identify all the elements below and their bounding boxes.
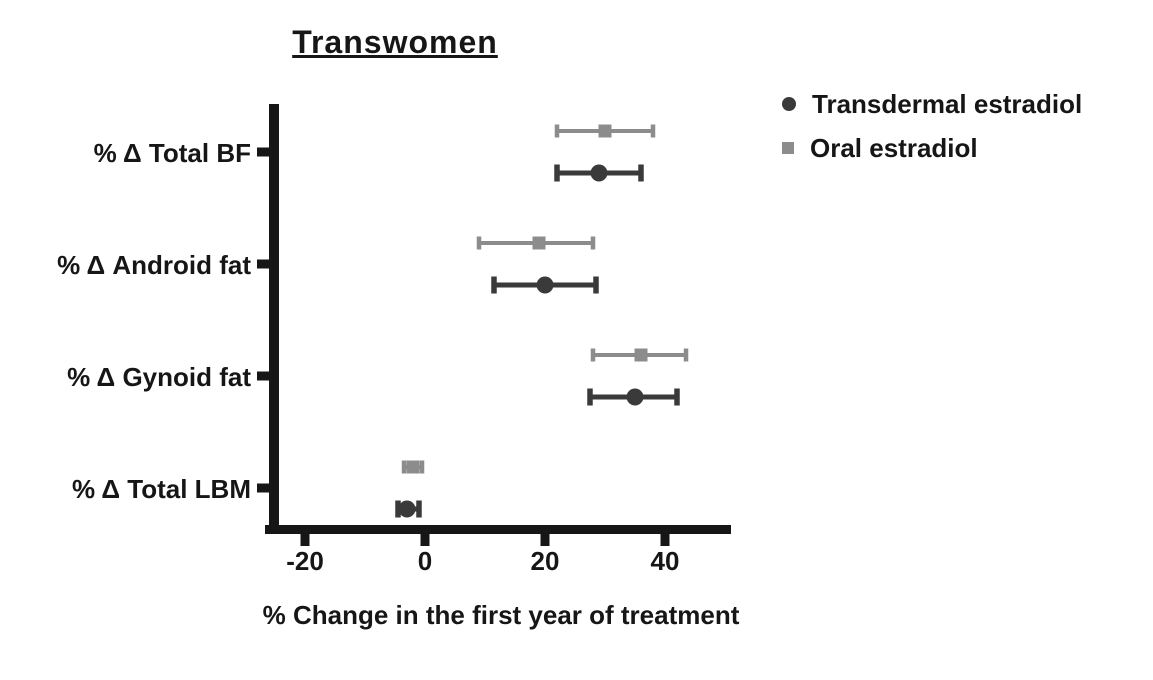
legend: Transdermal estradiol Oral estradiol (782, 89, 1082, 177)
data-point-square (598, 124, 612, 138)
data-point-square (532, 236, 546, 250)
legend-label-oral-estradiol: Oral estradiol (810, 132, 978, 163)
error-bar-cap-high (416, 500, 422, 518)
error-bar-cap-low (476, 236, 482, 250)
error-bar-cap-high (638, 164, 644, 182)
error-bar-cap-high (590, 236, 596, 250)
error-bar-cap-low (401, 460, 407, 474)
legend-item-oral-estradiol: Oral estradiol (782, 133, 1082, 163)
x-axis-label: % Change in the first year of treatment (262, 600, 740, 630)
error-bar-cap-low (491, 276, 497, 294)
x-tick-label: 0 (418, 546, 432, 576)
data-point-circle (626, 388, 644, 406)
y-category-label: % Δ Total BF (94, 138, 251, 168)
error-bar-cap-high (650, 124, 656, 138)
error-bar-cap-high (419, 460, 425, 474)
y-tick (257, 483, 269, 493)
data-point-circle (590, 164, 608, 182)
x-tick (660, 534, 670, 546)
legend-item-transdermal-estradiol: Transdermal estradiol (782, 89, 1082, 119)
legend-label-transdermal-estradiol: Transdermal estradiol (812, 88, 1083, 119)
y-tick (257, 259, 269, 269)
error-bar-cap-low (554, 164, 560, 182)
data-point-square (634, 348, 648, 362)
error-bar-cap-low (554, 124, 560, 138)
square-marker-icon (782, 142, 794, 154)
data-point-circle (398, 500, 416, 518)
data-point-square (406, 460, 420, 474)
y-axis (269, 104, 279, 534)
x-tick-label: 20 (531, 546, 560, 576)
error-bar-cap-high (593, 276, 599, 294)
chart-title: Transwomen (292, 24, 498, 60)
y-category-label: % Δ Gynoid fat (67, 362, 251, 392)
y-tick (257, 147, 269, 157)
y-category-label: % Δ Android fat (57, 250, 251, 280)
x-tick (420, 534, 430, 546)
error-bar-cap-low (587, 388, 593, 406)
x-axis (265, 525, 731, 534)
error-bar-cap-high (683, 348, 689, 362)
circle-marker-icon (782, 97, 796, 111)
error-bar-cap-high (674, 388, 680, 406)
error-bar-cap-low (590, 348, 596, 362)
x-tick-label: -20 (286, 546, 324, 576)
x-tick-label: 40 (651, 546, 680, 576)
x-tick (300, 534, 310, 546)
error-bar-cap-low (395, 500, 401, 518)
y-category-label: % Δ Total LBM (72, 474, 251, 504)
data-point-circle (536, 276, 554, 294)
x-tick (540, 534, 550, 546)
y-tick (257, 371, 269, 381)
